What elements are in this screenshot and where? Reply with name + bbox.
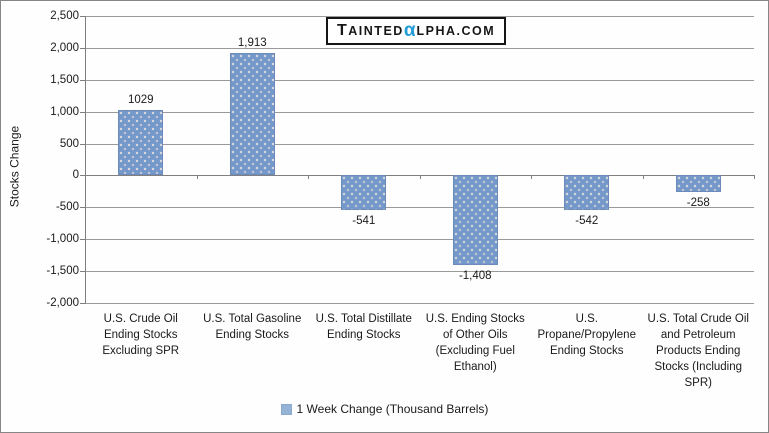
- logo-text-mid: AINTED: [348, 24, 404, 38]
- gridline: [85, 16, 754, 17]
- x-axis-tick: [85, 175, 86, 180]
- x-axis-tick: [419, 175, 421, 180]
- x-axis-tick: [642, 175, 644, 180]
- logo-alpha-glyph: α: [403, 20, 417, 41]
- site-logo: T AINTED α LPHA.COM: [326, 17, 507, 45]
- bar: [341, 175, 387, 210]
- y-axis-tick-label: -1,000: [46, 233, 79, 246]
- y-axis-tick: [80, 47, 85, 49]
- x-axis-category-label: U.S. Crude Oil Ending Stocks Excluding S…: [102, 313, 180, 357]
- x-axis-category-label: U.S. Total Crude Oil and Petroleum Produ…: [647, 313, 749, 389]
- legend: 1 Week Change (Thousand Barrels): [1, 402, 768, 416]
- legend-series-label: 1 Week Change (Thousand Barrels): [296, 402, 489, 416]
- y-axis-tick-label: -2,000: [46, 297, 79, 309]
- bar: [452, 175, 498, 266]
- y-axis-tick-label: 2,500: [50, 10, 79, 22]
- bar-value-label: -542: [575, 215, 599, 227]
- x-axis-tick: [308, 175, 309, 180]
- gridline: [85, 271, 754, 273]
- y-axis-tick-label: 2,000: [50, 41, 79, 54]
- y-axis-tick-label: 1,500: [50, 73, 79, 86]
- y-axis-tick-label: 1,000: [50, 105, 79, 118]
- legend-marker-swatch: [280, 403, 292, 415]
- bar-value-label: 1,913: [237, 37, 267, 50]
- logo-text-tail: LPHA.COM: [416, 24, 496, 38]
- y-axis-tick: [80, 303, 85, 304]
- x-axis-tick: [196, 175, 198, 180]
- gridline: [85, 111, 754, 113]
- gridline: [85, 79, 754, 81]
- y-axis-tick: [80, 111, 85, 113]
- y-axis-tick: [80, 271, 85, 273]
- x-axis-category-label: U.S. Total Gasoline Ending Stocks: [203, 313, 302, 341]
- bar: [564, 175, 610, 210]
- y-axis-tick: [80, 143, 85, 145]
- bar-value-label: -1,408: [458, 270, 492, 283]
- y-axis-tick-label: 0: [72, 169, 79, 182]
- bar: [675, 175, 721, 192]
- y-axis-tick: [80, 16, 85, 17]
- gridline: [85, 143, 754, 145]
- y-axis-tick-label: -500: [55, 201, 79, 214]
- y-axis-line: [85, 16, 86, 304]
- bar: [118, 109, 164, 176]
- gridline: [85, 303, 754, 304]
- logo-text-lead: T: [337, 22, 349, 39]
- y-axis-tick: [80, 207, 85, 209]
- y-axis-title: Stocks Change: [7, 125, 22, 208]
- y-axis-tick: [80, 175, 85, 177]
- x-axis-tick: [754, 175, 755, 180]
- x-axis-category-label: U.S. Ending Stocks of Other Oils (Exclud…: [425, 313, 525, 373]
- bar-value-label: -541: [352, 214, 376, 227]
- bar: [229, 53, 275, 176]
- x-axis-category-label: U.S. Propane/Propylene Ending Stocks: [537, 313, 636, 357]
- bar-value-label: -258: [686, 196, 710, 209]
- y-axis-tick: [80, 79, 85, 81]
- bar-value-label: 1029: [127, 93, 154, 106]
- x-axis-tick: [531, 175, 532, 180]
- gridline: [85, 239, 754, 241]
- x-axis-category-label: U.S. Total Distillate Ending Stocks: [315, 313, 412, 341]
- gridline: [85, 47, 754, 49]
- y-axis-tick-label: 500: [59, 137, 79, 150]
- y-axis-tick-label: -1,500: [46, 265, 79, 278]
- gridline: [85, 207, 754, 209]
- y-axis-tick: [80, 239, 85, 241]
